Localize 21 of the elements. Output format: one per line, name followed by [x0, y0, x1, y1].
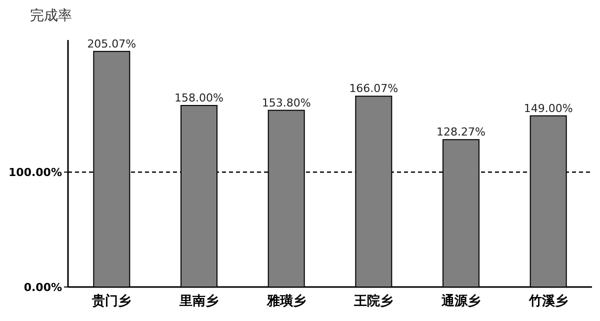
x-tick-label: 雅璜乡	[266, 293, 306, 309]
bar	[355, 96, 392, 288]
data-label: 153.80%	[262, 96, 311, 110]
bar	[530, 115, 567, 288]
x-tick-label: 里南乡	[178, 293, 218, 309]
data-label: 158.00%	[174, 91, 224, 104]
y-tick-label: 0.00%	[24, 281, 62, 294]
bar	[268, 110, 305, 288]
data-label: 128.27%	[436, 126, 486, 139]
x-tick-label: 王院乡	[353, 293, 394, 309]
data-label: 149.00%	[524, 102, 573, 115]
x-tick-label: 通源乡	[440, 293, 480, 309]
bar	[442, 139, 480, 288]
bar	[93, 50, 130, 288]
x-tick-label: 贵门乡	[91, 293, 132, 309]
data-label: 166.07%	[349, 82, 398, 96]
bar	[180, 104, 218, 288]
data-label: 205.07%	[87, 37, 136, 50]
x-tick-label: 竹溪乡	[528, 293, 568, 309]
y-axis-title: 完成率	[30, 8, 72, 24]
y-tick-label: 100.00%	[8, 166, 62, 180]
